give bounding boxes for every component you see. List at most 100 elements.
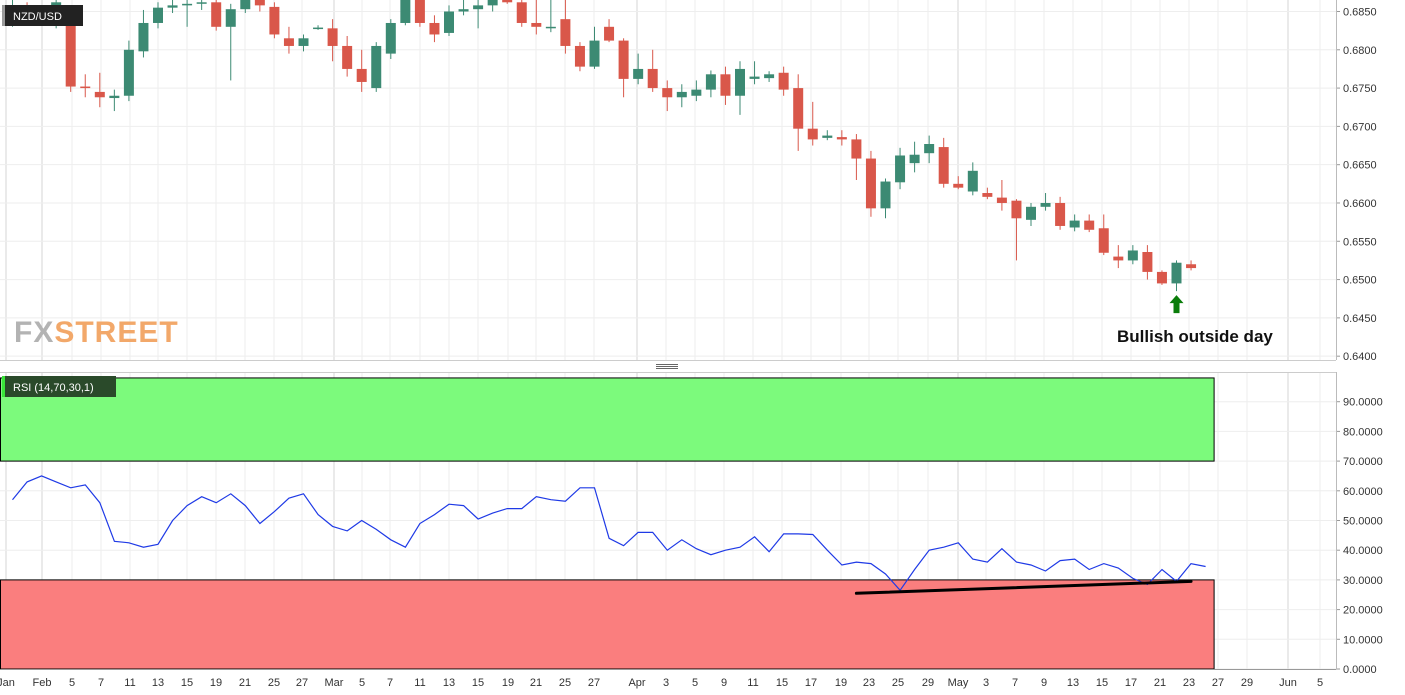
candle-body	[618, 40, 629, 79]
rsi-bands	[0, 377, 1215, 670]
candle	[618, 38, 629, 98]
candle-body	[909, 154, 920, 164]
price-y-tick-label: 0.6650	[1343, 160, 1377, 172]
candle	[982, 187, 993, 200]
candle-body	[1186, 264, 1197, 269]
candle	[371, 42, 382, 92]
rsi-y-tick-label: 20.0000	[1343, 605, 1383, 617]
x-tick-label: 19	[210, 677, 222, 689]
candle-body	[313, 27, 324, 30]
price-y-tick-label: 0.6850	[1343, 6, 1377, 18]
candle	[283, 26, 294, 54]
rsi-y-tick-label: 70.0000	[1343, 456, 1383, 468]
candle-body	[1113, 256, 1124, 261]
x-tick-label: 21	[1154, 677, 1166, 689]
candle-body	[240, 0, 251, 10]
candle-body	[924, 144, 935, 154]
candle	[1084, 214, 1095, 233]
candle	[196, 0, 207, 10]
candle	[65, 17, 76, 92]
candle	[240, 0, 251, 14]
x-tick-label: 5	[692, 677, 698, 689]
rsi-y-tick-label: 60.0000	[1343, 486, 1383, 498]
candle	[94, 72, 105, 108]
candle	[414, 0, 425, 27]
candle	[444, 5, 454, 36]
candle-body	[1040, 202, 1051, 207]
candle	[560, 0, 571, 54]
candle-body	[327, 28, 338, 46]
rsi-line	[12, 475, 1206, 592]
price-y-tick-label: 0.6800	[1343, 45, 1377, 57]
candle	[1186, 260, 1197, 271]
candle	[836, 130, 847, 146]
candle	[880, 178, 891, 219]
x-tick-label: 13	[152, 677, 164, 689]
candle	[429, 15, 440, 43]
candle	[793, 74, 804, 151]
x-tick-label: 13	[443, 677, 455, 689]
candle	[254, 0, 265, 12]
candle-body	[807, 128, 818, 140]
candle	[647, 49, 658, 92]
candle-body	[414, 0, 425, 23]
symbol-label: NZD/USD	[13, 11, 62, 23]
candle-body	[1098, 228, 1109, 253]
x-tick-label: 19	[502, 677, 514, 689]
candle-body	[225, 9, 236, 27]
x-tick-label: Apr	[628, 677, 645, 689]
rsi-y-tick-label: 0.0000	[1343, 664, 1377, 676]
candle	[807, 101, 818, 146]
rsi-y-tick-label: 40.0000	[1343, 545, 1383, 557]
candle	[851, 134, 862, 180]
x-tick-label: 25	[892, 677, 904, 689]
bullish-arrow-icon	[1169, 295, 1184, 314]
rsi-trendline	[854, 579, 1193, 595]
rsi-badge	[2, 376, 116, 397]
candle	[938, 137, 949, 188]
candle	[356, 49, 367, 92]
symbol-badge	[2, 5, 83, 26]
candle-body	[487, 0, 498, 6]
x-tick-label: 27	[296, 677, 308, 689]
x-tick-label: 7	[387, 677, 393, 689]
x-tick-label: 13	[1067, 677, 1079, 689]
candle	[1127, 245, 1138, 265]
candle	[531, 0, 542, 35]
price-y-tick-label: 0.6700	[1343, 121, 1377, 133]
x-tick-label: 5	[69, 677, 75, 689]
candle-body	[633, 68, 644, 79]
x-tick-label: Jun	[1279, 677, 1297, 689]
x-tick-label: 27	[588, 677, 600, 689]
rsi-y-axis: 90.0000 80.0000 70.0000 60.0000 50.0000 40.00…	[0, 372, 1383, 676]
watermark-street: STREET	[54, 316, 178, 349]
candle-body	[836, 137, 847, 140]
x-tick-label: Jan	[0, 677, 15, 689]
candle-body	[851, 139, 862, 159]
pane-splitter-handle[interactable]	[0, 362, 1336, 370]
candle	[1026, 202, 1036, 226]
candle-body	[1084, 220, 1095, 230]
candle-body	[691, 89, 702, 96]
candle-body	[1011, 200, 1022, 219]
candle-body	[545, 26, 556, 29]
x-tick-label: 19	[835, 677, 847, 689]
price-y-axis: 0.6850 0.6800 0.6750 0.6700 0.6650 0.6600 0.65…	[0, 0, 1377, 363]
candle	[211, 0, 222, 31]
candle-body	[153, 7, 163, 23]
candle	[458, 0, 469, 16]
x-tick-label: 3	[983, 677, 989, 689]
x-tick-label: 17	[1125, 677, 1137, 689]
candle	[1069, 214, 1080, 232]
x-tick-label: 21	[239, 677, 251, 689]
x-tick-label: 25	[559, 677, 571, 689]
candle-body	[182, 3, 193, 6]
badges: NZD/USD RSI (14,70,30,1)	[2, 5, 116, 397]
candle	[545, 0, 556, 33]
candle	[516, 0, 527, 27]
candle-body	[720, 74, 731, 96]
candle-body	[662, 88, 673, 98]
x-tick-label: 9	[721, 677, 727, 689]
price-pane-bg	[0, 0, 1336, 360]
candle-body	[356, 68, 367, 82]
